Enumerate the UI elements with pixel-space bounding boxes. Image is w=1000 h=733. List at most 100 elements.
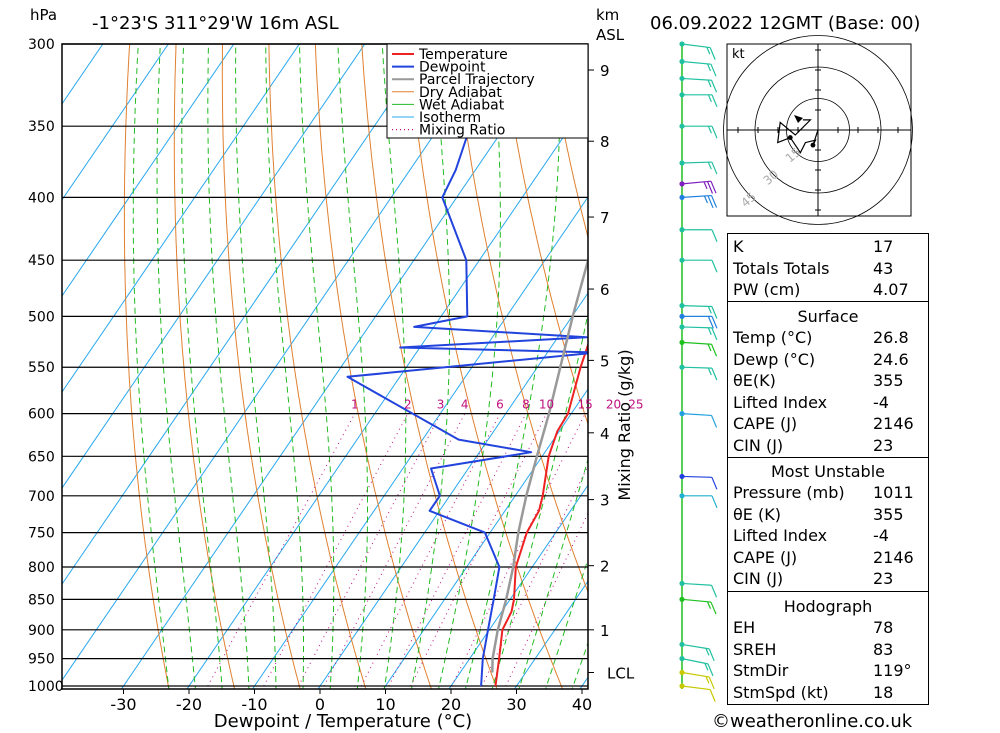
km-tick-label: 6 [600,281,610,299]
km-tick-label: 9 [600,62,610,80]
mixing-ratio-line [505,511,588,687]
index-value: 1011 [873,483,914,502]
hpa-unit: hPa [30,6,57,24]
index-label: θE(K) [733,371,776,391]
wet-adiabat-line [181,44,223,689]
dry-adiabat-line [268,44,367,689]
pressure-tick-label: 500 [28,309,55,325]
isotherm-line [448,484,588,689]
km-tick-label: 5 [600,352,610,370]
temperature-line [494,341,588,687]
wind-barb-half [707,367,712,376]
index-label: StmDir [733,661,789,681]
index-label: CAPE (J) [733,547,798,567]
pressure-labels: 300 350 400 450 500 550 600 650 700 750 800 850 900 9… [28,37,64,695]
wind-barb [679,75,718,93]
wind-barb-flag [711,495,718,509]
hodograph-title: Hodograph [783,597,873,616]
wind-barb-flag [711,367,718,381]
isotherm-line [62,44,235,297]
wind-barb-flag [709,689,716,702]
x-tick-label: -10 [241,695,267,714]
index-value: 2146 [873,414,914,434]
wind-barb-half [707,343,712,352]
wind-barb-half [706,601,712,609]
wind-barb-flag [711,229,718,242]
wet-adiabat-line [132,44,170,689]
index-value: 23 [873,569,894,589]
km-tick-label: 3 [600,492,610,510]
wind-barb-half [707,161,712,170]
most-unstable-title: Most Unstable [771,462,885,481]
mixing-ratio-label: 2 [404,398,412,412]
wind-barb-half [703,181,708,190]
wind-barb-flag [707,663,714,677]
index-value: 78 [873,618,894,637]
wind-barb-staff [681,161,712,164]
wind-barb-half [706,63,712,72]
index-label: Temp (°C) [733,328,813,347]
km-tick-label: 8 [600,133,610,151]
wind-barb-flag [711,259,718,273]
wind-profile [679,41,718,702]
pressure-tick-label: 350 [28,119,55,135]
isotherm-line [186,100,588,689]
pressure-tick-label: 650 [28,449,55,465]
index-row: CAPE (J) 2146 [728,547,928,569]
wind-barb [679,180,717,194]
index-row: Temp (°C) 26.8 [728,327,928,349]
pressure-tick-label: 450 [28,253,55,269]
copyright-text: ©weatheronline.co.uk [712,711,913,732]
wind-barb-flag [709,47,716,60]
wind-barb-flag [710,180,717,194]
wind-barb-flag [711,161,718,175]
wind-barb-flag [711,327,718,341]
wind-barb-flag [710,601,717,615]
height-labels: 1 2 3 4 5 6 7 8 9 LCL [588,62,635,682]
wind-barb-staff [681,305,712,308]
dry-adiabat-line [173,44,236,689]
pressure-tick-label: 800 [28,560,55,576]
x-tick-label: 0 [315,695,325,714]
index-label: CIN (J) [733,436,784,455]
index-value: 355 [873,371,904,391]
hodograph-arrow [794,115,803,123]
wet-adiabat-line [298,44,335,689]
dewpoint-line [346,44,588,687]
index-value: 24.6 [873,349,909,369]
wind-barb [679,364,718,381]
mixing-ratio-line [323,413,466,687]
datetime-title: 06.09.2022 12GMT (Base: 00) [650,13,920,34]
index-label: Lifted Index [733,526,828,546]
index-label: CAPE (J) [733,414,798,434]
index-value: 2146 [873,547,914,567]
legend-label: Mixing Ratio [419,123,505,139]
index-row: StmSpd (kt) 18 [728,682,928,704]
wind-barb-staff [681,326,712,329]
mixing-ratio-label: 3 [437,398,445,412]
wind-barb-staff [681,341,712,345]
wind-barb-flag [708,676,715,690]
wind-barb-staff [681,180,712,185]
sounding-series [346,44,588,687]
index-row: CIN (J) 23 [728,568,928,590]
asl-unit: ASL [596,26,625,44]
dry-adiabat-line [123,44,170,689]
hodograph-ring [723,35,913,225]
index-value: -4 [873,526,889,546]
wind-barb [679,92,718,108]
index-row: Lifted Index -4 [728,392,928,414]
most-unstable-box: Most Unstable Pressure (mb) 1011 θE (K) 355… [727,457,929,593]
index-label: Dewp (°C) [733,349,816,369]
surface-box: Surface Temp (°C) 26.8 Dewp (°C) 24.6 θE(K) 3… [727,301,929,459]
indices-box: K 17 Totals Totals 43 PW (cm) 4.07 [727,233,929,303]
wind-barb-staff [681,366,712,369]
index-label: PW (cm) [733,280,801,300]
index-label: Pressure (mb) [733,483,845,502]
wind-barb [679,656,714,677]
index-row: StmDir 119° [728,660,928,682]
index-row: CIN (J) 23 [728,435,928,457]
km-tick-label: 2 [600,558,610,576]
x-tick-label: -20 [176,695,202,714]
wind-barb [679,303,718,319]
